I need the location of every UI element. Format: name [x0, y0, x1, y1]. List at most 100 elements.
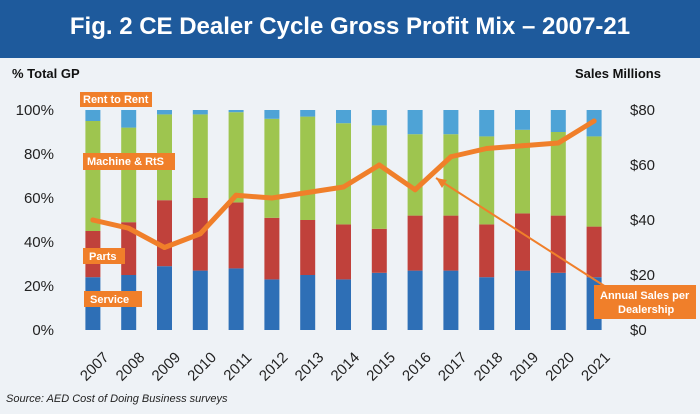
left-tick-label: 0% [32, 322, 54, 339]
right-axis-title: Sales Millions [575, 66, 661, 81]
bar-rent-to-rent-2013 [300, 110, 316, 117]
bar-machine-rts-2011 [228, 112, 244, 203]
left-tick-label: 60% [24, 190, 54, 207]
bar-machine-rts-2013 [300, 116, 316, 220]
left-axis: % Total GP 0% 20% 40% 60% 80% 100% [12, 66, 80, 339]
bar-parts-2021 [586, 226, 602, 278]
bar-rent-to-rent-2017 [443, 110, 459, 135]
left-tick-label: 80% [24, 146, 54, 163]
x-tick-label: 2014 [328, 349, 364, 385]
x-tick-label: 2010 [184, 349, 220, 385]
label-parts: Parts [83, 248, 125, 264]
x-tick-label: 2007 [77, 349, 113, 385]
chart-title: Fig. 2 CE Dealer Cycle Gross Profit Mix … [69, 13, 631, 40]
label-box [83, 153, 175, 170]
bar-service-2016 [407, 270, 423, 330]
bar-machine-rts-2008 [121, 127, 137, 223]
sales-line-layer [90, 118, 597, 250]
bar-rent-to-rent-2010 [192, 110, 208, 115]
bar-machine-rts-2012 [264, 118, 280, 218]
label-box [84, 291, 142, 307]
label-text: Service [90, 294, 129, 306]
annotation-arrow-line [435, 177, 607, 288]
bar-machine-rts-2010 [192, 114, 208, 198]
bar-rent-to-rent-2008 [121, 110, 137, 128]
bar-parts-2015 [371, 228, 387, 273]
bar-parts-2013 [300, 220, 316, 275]
label-rent-to-rent: Rent to Rent [80, 92, 152, 107]
bar-parts-2009 [157, 200, 172, 267]
x-tick-label: 2020 [542, 349, 578, 385]
bar-parts-2014 [336, 224, 351, 280]
left-tick-label: 20% [24, 278, 54, 295]
bar-service-2020 [550, 272, 566, 330]
x-tick-label: 2009 [149, 349, 185, 385]
bar-rent-to-rent-2011 [228, 110, 244, 113]
bar-rent-to-rent-2007 [85, 110, 101, 121]
right-tick-label: $60 [630, 157, 655, 174]
label-text-line-1: Annual Sales per [600, 290, 690, 302]
bar-parts-2019 [515, 213, 530, 271]
bar-machine-rts-2017 [443, 134, 459, 216]
annual-sales-point-2015 [376, 162, 382, 168]
bar-rent-to-rent-2020 [550, 110, 566, 132]
x-tick-label: 2012 [256, 349, 292, 385]
left-axis-title: % Total GP [12, 66, 80, 81]
bar-machine-rts-2020 [550, 132, 566, 216]
bar-machine-rts-2016 [407, 134, 423, 216]
x-tick-label: 2018 [471, 349, 507, 385]
right-tick-label: $20 [630, 267, 655, 284]
label-text: Machine & RtS [87, 156, 164, 168]
bar-service-2015 [371, 272, 387, 330]
x-tick-label: 2021 [578, 349, 614, 385]
bar-service-2014 [336, 279, 351, 330]
bar-parts-2020 [550, 215, 566, 273]
title-bar: Fig. 2 CE Dealer Cycle Gross Profit Mix … [0, 0, 700, 58]
bar-rent-to-rent-2012 [264, 110, 280, 119]
right-tick-label: $40 [630, 212, 655, 229]
annual-sales-point-2007 [90, 217, 96, 223]
bar-service-2011 [228, 268, 244, 330]
left-tick-label: 100% [16, 102, 54, 119]
bar-parts-2011 [228, 202, 244, 269]
bars-layer [85, 110, 602, 330]
bar-service-2013 [300, 275, 316, 330]
label-box [594, 285, 696, 319]
x-tick-label: 2008 [113, 349, 149, 385]
bar-parts-2016 [407, 215, 423, 271]
bar-service-2009 [157, 266, 172, 330]
bar-machine-rts-2018 [479, 136, 495, 225]
label-machine-rts: Machine & RtS [83, 153, 175, 170]
bar-machine-rts-2021 [586, 136, 602, 227]
label-service: Service [84, 291, 142, 307]
annual-sales-point-2020 [555, 140, 561, 146]
annual-sales-point-2013 [305, 190, 311, 195]
bar-machine-rts-2019 [515, 129, 530, 214]
bar-rent-to-rent-2016 [407, 110, 423, 135]
x-axis: 2007 2008 2009 2010 2011 2012 2013 2014 2015 2016… [77, 349, 614, 385]
bar-rent-to-rent-2019 [515, 110, 530, 130]
annual-sales-point-2016 [412, 187, 418, 193]
chart-canvas: % Total GP 0% 20% 40% 60% 80% 100% Sales Mill… [12, 66, 696, 385]
bar-rent-to-rent-2014 [336, 110, 351, 124]
annual-sales-point-2019 [520, 143, 525, 149]
annual-sales-point-2012 [269, 195, 275, 201]
annual-sales-point-2014 [341, 184, 346, 190]
right-axis: Sales Millions $0 $20 $40 $60 $80 [575, 66, 661, 339]
bar-machine-rts-2007 [85, 121, 101, 231]
bar-service-2018 [479, 277, 495, 330]
bar-parts-2018 [479, 224, 495, 278]
x-tick-label: 2013 [292, 349, 328, 385]
x-tick-label: 2017 [435, 349, 471, 385]
right-tick-label: $0 [630, 322, 647, 339]
label-text: Rent to Rent [83, 94, 149, 106]
x-tick-label: 2011 [221, 349, 256, 384]
label-text: Parts [89, 251, 117, 263]
label-text-line-2: Dealership [618, 304, 675, 316]
bar-parts-2012 [264, 217, 280, 280]
annual-sales-point-2018 [484, 146, 490, 151]
annual-sales-point-2021 [591, 118, 597, 124]
bar-service-2017 [443, 270, 459, 330]
annual-sales-point-2017 [448, 154, 454, 160]
bar-parts-2017 [443, 215, 459, 271]
